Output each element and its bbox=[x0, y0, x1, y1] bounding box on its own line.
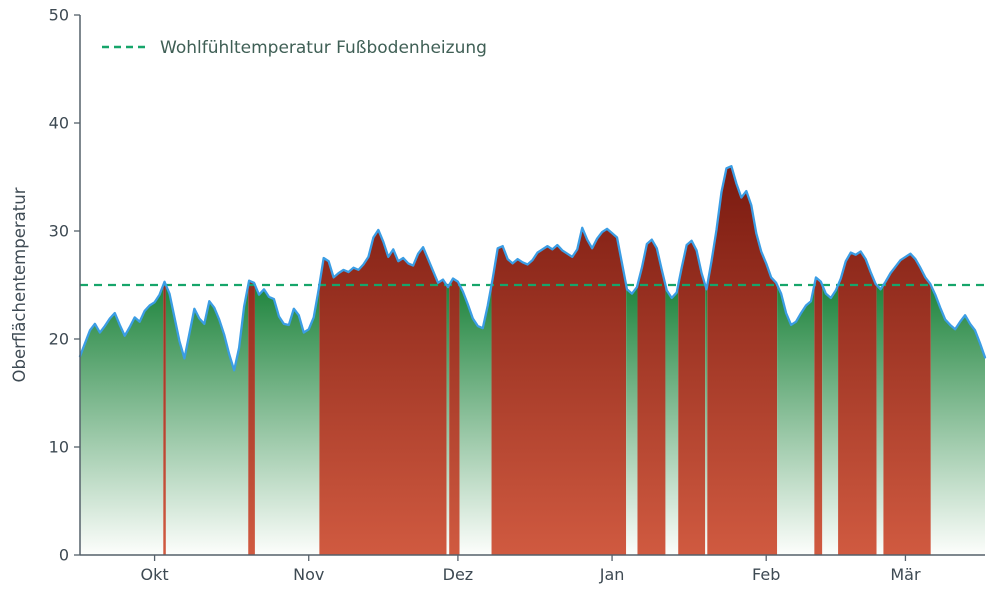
x-tick-label: Mär bbox=[890, 565, 921, 584]
y-tick-label: 30 bbox=[49, 222, 69, 241]
area-below-threshold bbox=[459, 285, 492, 555]
area-below-threshold bbox=[705, 285, 708, 555]
area-below-threshold bbox=[930, 285, 985, 555]
x-tick-label: Nov bbox=[293, 565, 324, 584]
area-above-threshold bbox=[491, 227, 627, 555]
area-above-threshold bbox=[637, 239, 666, 555]
area-above-threshold bbox=[883, 253, 931, 555]
x-tick-label: Jan bbox=[599, 565, 625, 584]
area-above-threshold bbox=[678, 240, 706, 555]
area-above-threshold bbox=[449, 278, 460, 555]
area-above-threshold bbox=[838, 251, 877, 555]
temperature-line bbox=[78, 165, 987, 372]
area-below-threshold bbox=[165, 285, 249, 555]
area-fills bbox=[80, 166, 985, 556]
y-tick-label: 0 bbox=[59, 546, 69, 565]
x-tick-label: Feb bbox=[752, 565, 780, 584]
area-above-threshold bbox=[319, 229, 447, 556]
y-tick-label: 50 bbox=[49, 6, 69, 25]
area-below-threshold bbox=[777, 285, 815, 555]
y-tick-label: 20 bbox=[49, 330, 69, 349]
area-below-threshold bbox=[446, 285, 450, 555]
area-above-threshold bbox=[814, 277, 823, 555]
area-below-threshold bbox=[626, 285, 638, 555]
area-above-threshold bbox=[707, 166, 778, 555]
area-above-threshold bbox=[248, 280, 255, 555]
axes bbox=[79, 15, 985, 556]
area-below-threshold bbox=[80, 285, 164, 555]
legend: Wohlfühltemperatur Fußbodenheizung bbox=[102, 38, 487, 58]
area-below-threshold bbox=[876, 285, 884, 555]
x-tick-label: Okt bbox=[141, 565, 169, 584]
legend-label: Wohlfühltemperatur Fußbodenheizung bbox=[160, 38, 487, 58]
y-tick-label: 10 bbox=[49, 438, 69, 457]
area-below-threshold bbox=[254, 285, 320, 555]
area-above-threshold bbox=[163, 281, 166, 555]
x-tick-label: Dez bbox=[443, 565, 474, 584]
y-tick-label: 40 bbox=[49, 114, 69, 133]
y-axis-label: Oberflächentemperatur bbox=[10, 187, 29, 382]
y-axis-ticks: 0 10 20 30 40 50 bbox=[49, 6, 80, 565]
area-below-threshold bbox=[665, 285, 679, 555]
x-axis-ticks: Okt Nov Dez Jan Feb Mär bbox=[141, 555, 921, 584]
area-below-threshold bbox=[822, 285, 839, 555]
